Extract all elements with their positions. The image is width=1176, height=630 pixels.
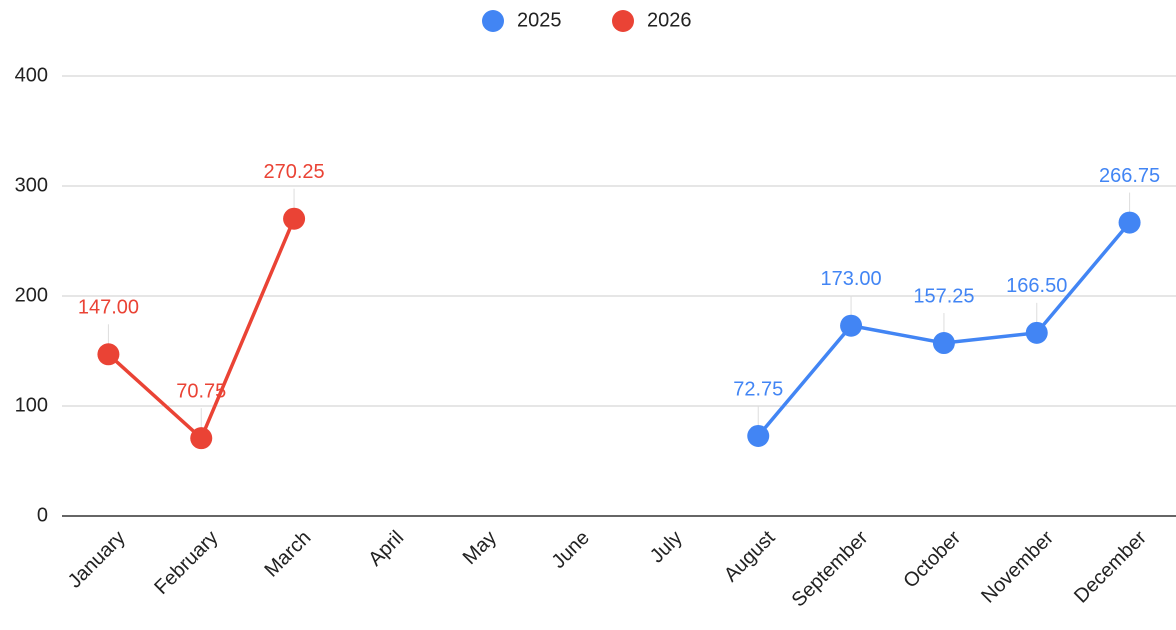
legend-label: 2025 (517, 9, 562, 31)
y-tick-label: 400 (15, 64, 48, 86)
y-tick-label: 200 (15, 284, 48, 306)
legend-swatch (482, 10, 504, 32)
x-tick-label: July (646, 527, 687, 568)
point (747, 424, 770, 447)
point (932, 332, 955, 355)
y-tick-label: 100 (15, 394, 48, 416)
legend-swatch (612, 10, 634, 32)
x-tick-label: April (364, 527, 408, 571)
point (1025, 321, 1048, 344)
x-tick-label: June (548, 527, 594, 573)
y-tick-label: 300 (15, 174, 48, 196)
x-tick-label: August (720, 526, 780, 586)
x-tick-label: November (977, 526, 1058, 607)
point (97, 343, 120, 366)
x-tick-label: October (899, 526, 965, 592)
data-label: 147.00 (78, 297, 139, 319)
y-tick-label: 0 (37, 504, 48, 526)
data-label: 157.25 (913, 285, 974, 307)
x-tick-label: May (459, 527, 501, 569)
point (283, 207, 306, 230)
x-tick-label: September (788, 526, 873, 611)
point (840, 314, 863, 337)
data-label: 166.50 (1006, 275, 1067, 297)
data-label: 173.00 (820, 268, 881, 290)
data-label: 72.75 (733, 378, 783, 400)
data-label: 266.75 (1099, 165, 1160, 187)
point (1118, 211, 1141, 234)
legend-label: 2026 (647, 9, 692, 31)
x-tick-label: March (260, 527, 315, 582)
data-label: 270.25 (263, 161, 324, 183)
series-line (107, 218, 296, 442)
x-tick-label: February (150, 527, 222, 599)
data-label: 70.75 (176, 380, 226, 402)
x-tick-label: January (64, 527, 130, 593)
point (190, 427, 213, 450)
x-tick-label: December (1070, 526, 1151, 607)
